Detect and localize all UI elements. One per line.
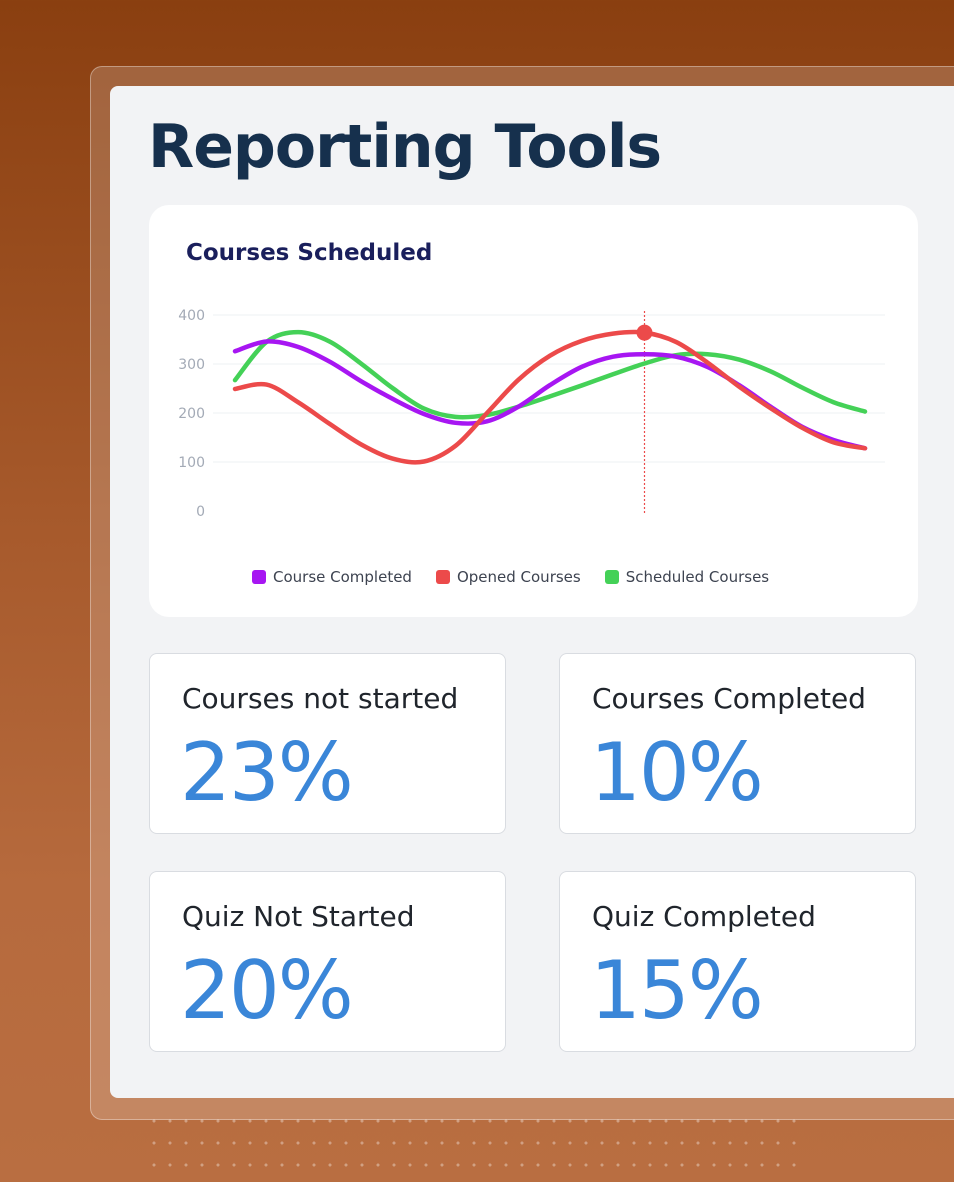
stat-label: Courses not started bbox=[182, 682, 459, 715]
legend-item-scheduled-courses[interactable]: Scheduled Courses bbox=[604, 568, 770, 586]
series-line-scheduled-courses[interactable] bbox=[232, 329, 868, 420]
stat-card-courses-completed: Courses Completed 10% bbox=[559, 653, 916, 834]
y-tick-label: 300 bbox=[178, 357, 205, 373]
stat-value: 20% bbox=[180, 944, 354, 1037]
decorative-dot-pattern bbox=[146, 1110, 796, 1170]
stat-label: Quiz Not Started bbox=[182, 900, 415, 933]
chart-card bbox=[149, 205, 918, 617]
stat-label: Quiz Completed bbox=[592, 900, 816, 933]
highlight-point-opened-courses[interactable] bbox=[636, 324, 653, 341]
stat-label: Courses Completed bbox=[592, 682, 866, 715]
legend-swatch-course-completed bbox=[252, 570, 266, 584]
legend-label-course-completed: Course Completed bbox=[273, 568, 412, 586]
stat-card-courses-not-started: Courses not started 23% bbox=[149, 653, 506, 834]
stat-value: 15% bbox=[590, 944, 764, 1037]
y-tick-label: 200 bbox=[178, 406, 205, 422]
stat-card-quiz-not-started: Quiz Not Started 20% bbox=[149, 871, 506, 1052]
y-tick-label: 100 bbox=[178, 455, 205, 471]
y-tick-label: 0 bbox=[196, 504, 205, 520]
series-line-opened-courses[interactable] bbox=[232, 329, 868, 465]
courses-scheduled-chart: 0 100 200 300 400 bbox=[178, 308, 885, 520]
legend-item-opened-courses[interactable]: Opened Courses bbox=[435, 568, 581, 586]
legend-item-course-completed[interactable]: Course Completed bbox=[252, 568, 412, 586]
legend-swatch-scheduled-courses bbox=[604, 570, 619, 584]
page-title: Reporting Tools bbox=[148, 112, 662, 182]
stat-value: 23% bbox=[180, 726, 354, 819]
stat-value: 10% bbox=[590, 726, 764, 819]
stat-card-quiz-completed: Quiz Completed 15% bbox=[559, 871, 916, 1052]
legend-label-opened-courses: Opened Courses bbox=[456, 568, 581, 586]
y-tick-label: 400 bbox=[178, 308, 205, 324]
chart-legend: Course Completed Opened Courses Schedule… bbox=[252, 568, 793, 586]
chart-title: Courses Scheduled bbox=[186, 240, 433, 266]
legend-label-scheduled-courses: Scheduled Courses bbox=[625, 568, 770, 586]
legend-swatch-opened-courses bbox=[435, 570, 450, 584]
